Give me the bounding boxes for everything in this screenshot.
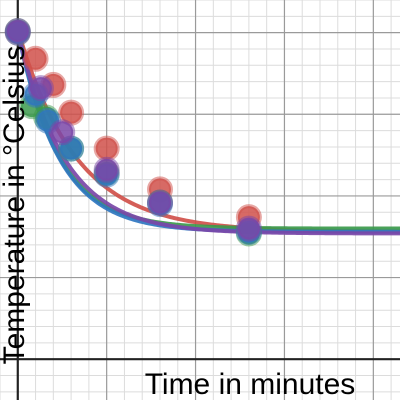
fit-curve-series-4 — [15, 29, 400, 236]
data-point-series-4 — [27, 75, 54, 102]
data-point-series-4 — [93, 156, 120, 183]
data-point-series-4 — [49, 119, 76, 146]
y-axis-title: Temperature in °Celsius — [0, 46, 31, 365]
data-point-series-1 — [93, 135, 120, 162]
x-axis-title: Time in minutes — [145, 368, 356, 400]
data-point-series-1 — [22, 45, 49, 72]
data-point-series-4 — [147, 189, 173, 216]
data-points — [4, 18, 262, 247]
data-point-series-4 — [235, 215, 262, 242]
data-point-series-4 — [4, 18, 31, 45]
fit-curves — [15, 25, 400, 236]
